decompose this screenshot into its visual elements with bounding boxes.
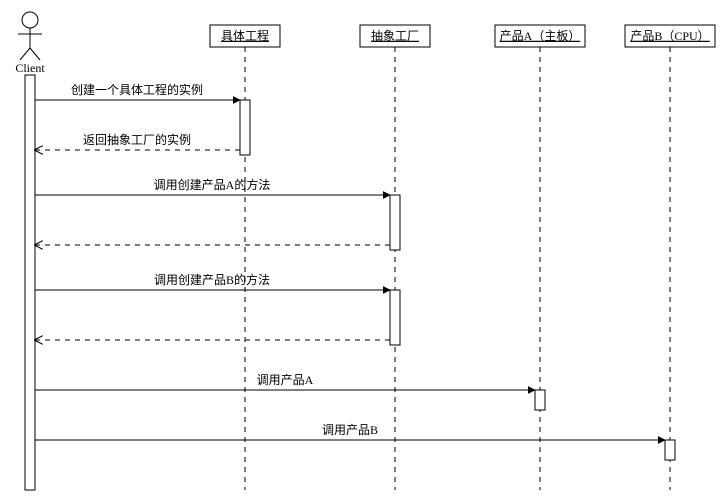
participant-label: 产品A（主板） (500, 29, 581, 43)
activation-abstract-factory-1 (390, 195, 400, 250)
activation-product-a (535, 390, 545, 410)
sequence-diagram: Client 具体工程 抽象工厂 产品A（主板） 产品B（CPU） 创建一个具体… (0, 0, 724, 500)
participant-label: 具体工程 (221, 28, 269, 43)
activation-product-b (665, 440, 675, 460)
message-label: 创建一个具体工程的实例 (71, 82, 203, 97)
message-label: 调用创建产品A的方法 (154, 177, 271, 192)
actor-label: Client (15, 61, 45, 75)
message-label: 调用创建产品B的方法 (154, 272, 270, 287)
participant-label: 抽象工厂 (371, 29, 419, 43)
actor-client: Client (15, 12, 45, 75)
message-label: 返回抽象工厂的实例 (83, 132, 191, 147)
message-label: 调用产品A (257, 373, 314, 387)
activation-abstract-factory-2 (390, 290, 400, 345)
participant-concrete-project: 具体工程 (210, 25, 280, 47)
participant-abstract-factory: 抽象工厂 (360, 25, 430, 47)
participant-label: 产品B（CPU） (630, 29, 709, 43)
participant-product-a: 产品A（主板） (495, 25, 585, 47)
message-label: 调用产品B (322, 423, 378, 437)
participant-product-b: 产品B（CPU） (625, 25, 715, 47)
activation-client (25, 75, 35, 490)
activation-concrete-project (240, 100, 250, 155)
